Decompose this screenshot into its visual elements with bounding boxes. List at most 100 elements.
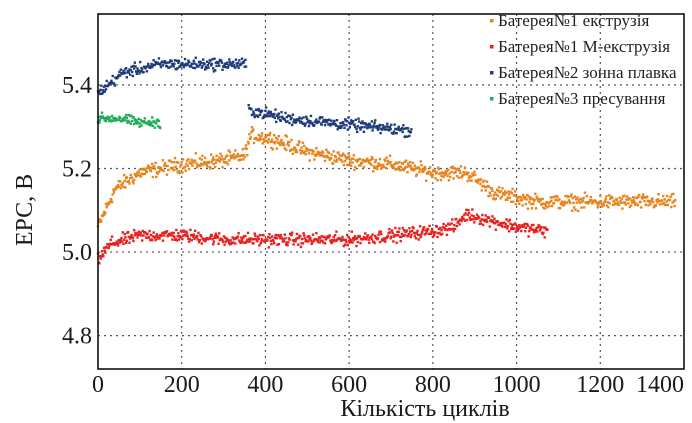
data-point: [320, 235, 323, 238]
data-point: [238, 155, 241, 158]
data-point: [333, 234, 337, 237]
data-point: [238, 59, 241, 62]
data-point: [268, 131, 272, 135]
data-point: [149, 233, 153, 237]
data-point: [122, 242, 125, 246]
data-point: [221, 166, 224, 169]
data-point: [401, 162, 404, 165]
data-point: [205, 60, 209, 63]
data-point: [195, 165, 199, 169]
data-point: [98, 89, 101, 93]
data-point: [126, 71, 129, 74]
data-point: [270, 146, 273, 150]
data-point: [224, 240, 228, 243]
data-point: [264, 106, 268, 109]
data-point: [288, 238, 291, 241]
data-point: [139, 70, 143, 73]
data-point: [233, 157, 236, 160]
data-point: [621, 207, 624, 210]
data-point: [509, 190, 512, 194]
data-point: [509, 222, 512, 226]
data-point: [165, 164, 168, 168]
data-point: [402, 167, 405, 171]
data-point: [130, 233, 133, 237]
data-point: [645, 195, 649, 198]
data-point: [642, 195, 646, 199]
data-point: [483, 218, 486, 221]
data-point: [375, 165, 378, 168]
data-point: [208, 237, 212, 240]
data-point: [508, 196, 512, 200]
data-point: [131, 237, 135, 240]
data-point: [510, 227, 513, 231]
data-point: [466, 179, 469, 183]
data-point: [128, 114, 132, 118]
data-point: [138, 122, 142, 125]
data-point: [203, 237, 206, 241]
x-tick-label: 0: [92, 372, 104, 398]
data-point: [314, 154, 317, 158]
data-point: [401, 226, 404, 230]
data-point: [629, 204, 633, 207]
data-point: [229, 239, 232, 242]
data-point: [269, 140, 272, 143]
data-point: [553, 195, 556, 198]
data-point: [621, 195, 625, 198]
data-point: [436, 235, 439, 239]
data-point: [440, 229, 443, 232]
data-point: [517, 227, 520, 231]
data-point: [391, 231, 394, 235]
data-point: [673, 204, 676, 208]
data-point: [125, 239, 128, 242]
data-point: [457, 167, 460, 170]
data-point: [526, 207, 530, 210]
data-point: [230, 63, 233, 66]
data-point: [333, 119, 336, 123]
data-point: [395, 131, 398, 135]
data-point: [240, 154, 244, 158]
data-point: [132, 178, 136, 182]
data-point: [341, 121, 345, 124]
data-point: [454, 170, 457, 174]
data-point: [187, 237, 190, 240]
data-point: [228, 241, 231, 245]
data-point: [237, 66, 240, 69]
data-point: [300, 117, 303, 120]
data-point: [394, 234, 398, 237]
data-point: [249, 136, 252, 139]
data-point: [332, 150, 335, 153]
data-point: [353, 123, 356, 126]
data-point: [521, 204, 524, 207]
data-point: [532, 199, 536, 203]
data-point: [333, 122, 337, 126]
data-point: [268, 233, 271, 236]
data-point: [173, 235, 176, 239]
data-point: [463, 166, 467, 169]
data-point: [209, 153, 213, 156]
data-point: [297, 236, 301, 240]
data-point: [368, 241, 371, 244]
data-point: [128, 182, 131, 185]
data-point: [508, 218, 512, 222]
data-point: [169, 234, 173, 237]
data-point: [441, 232, 444, 236]
data-point: [218, 160, 222, 163]
data-point: [138, 60, 142, 64]
data-point: [522, 225, 526, 228]
data-point: [557, 206, 560, 210]
data-point: [666, 194, 669, 198]
data-point: [338, 125, 341, 128]
data-point: [101, 91, 104, 94]
data-point: [343, 159, 347, 163]
data-point: [124, 119, 127, 122]
data-point: [435, 225, 439, 228]
data-point: [599, 194, 602, 198]
data-point: [455, 217, 458, 221]
data-point: [605, 195, 608, 198]
data-point: [183, 230, 186, 233]
data-point: [422, 167, 425, 170]
data-point: [396, 127, 400, 130]
data-point: [238, 63, 242, 67]
data-point: [216, 234, 219, 238]
data-point: [243, 155, 246, 159]
